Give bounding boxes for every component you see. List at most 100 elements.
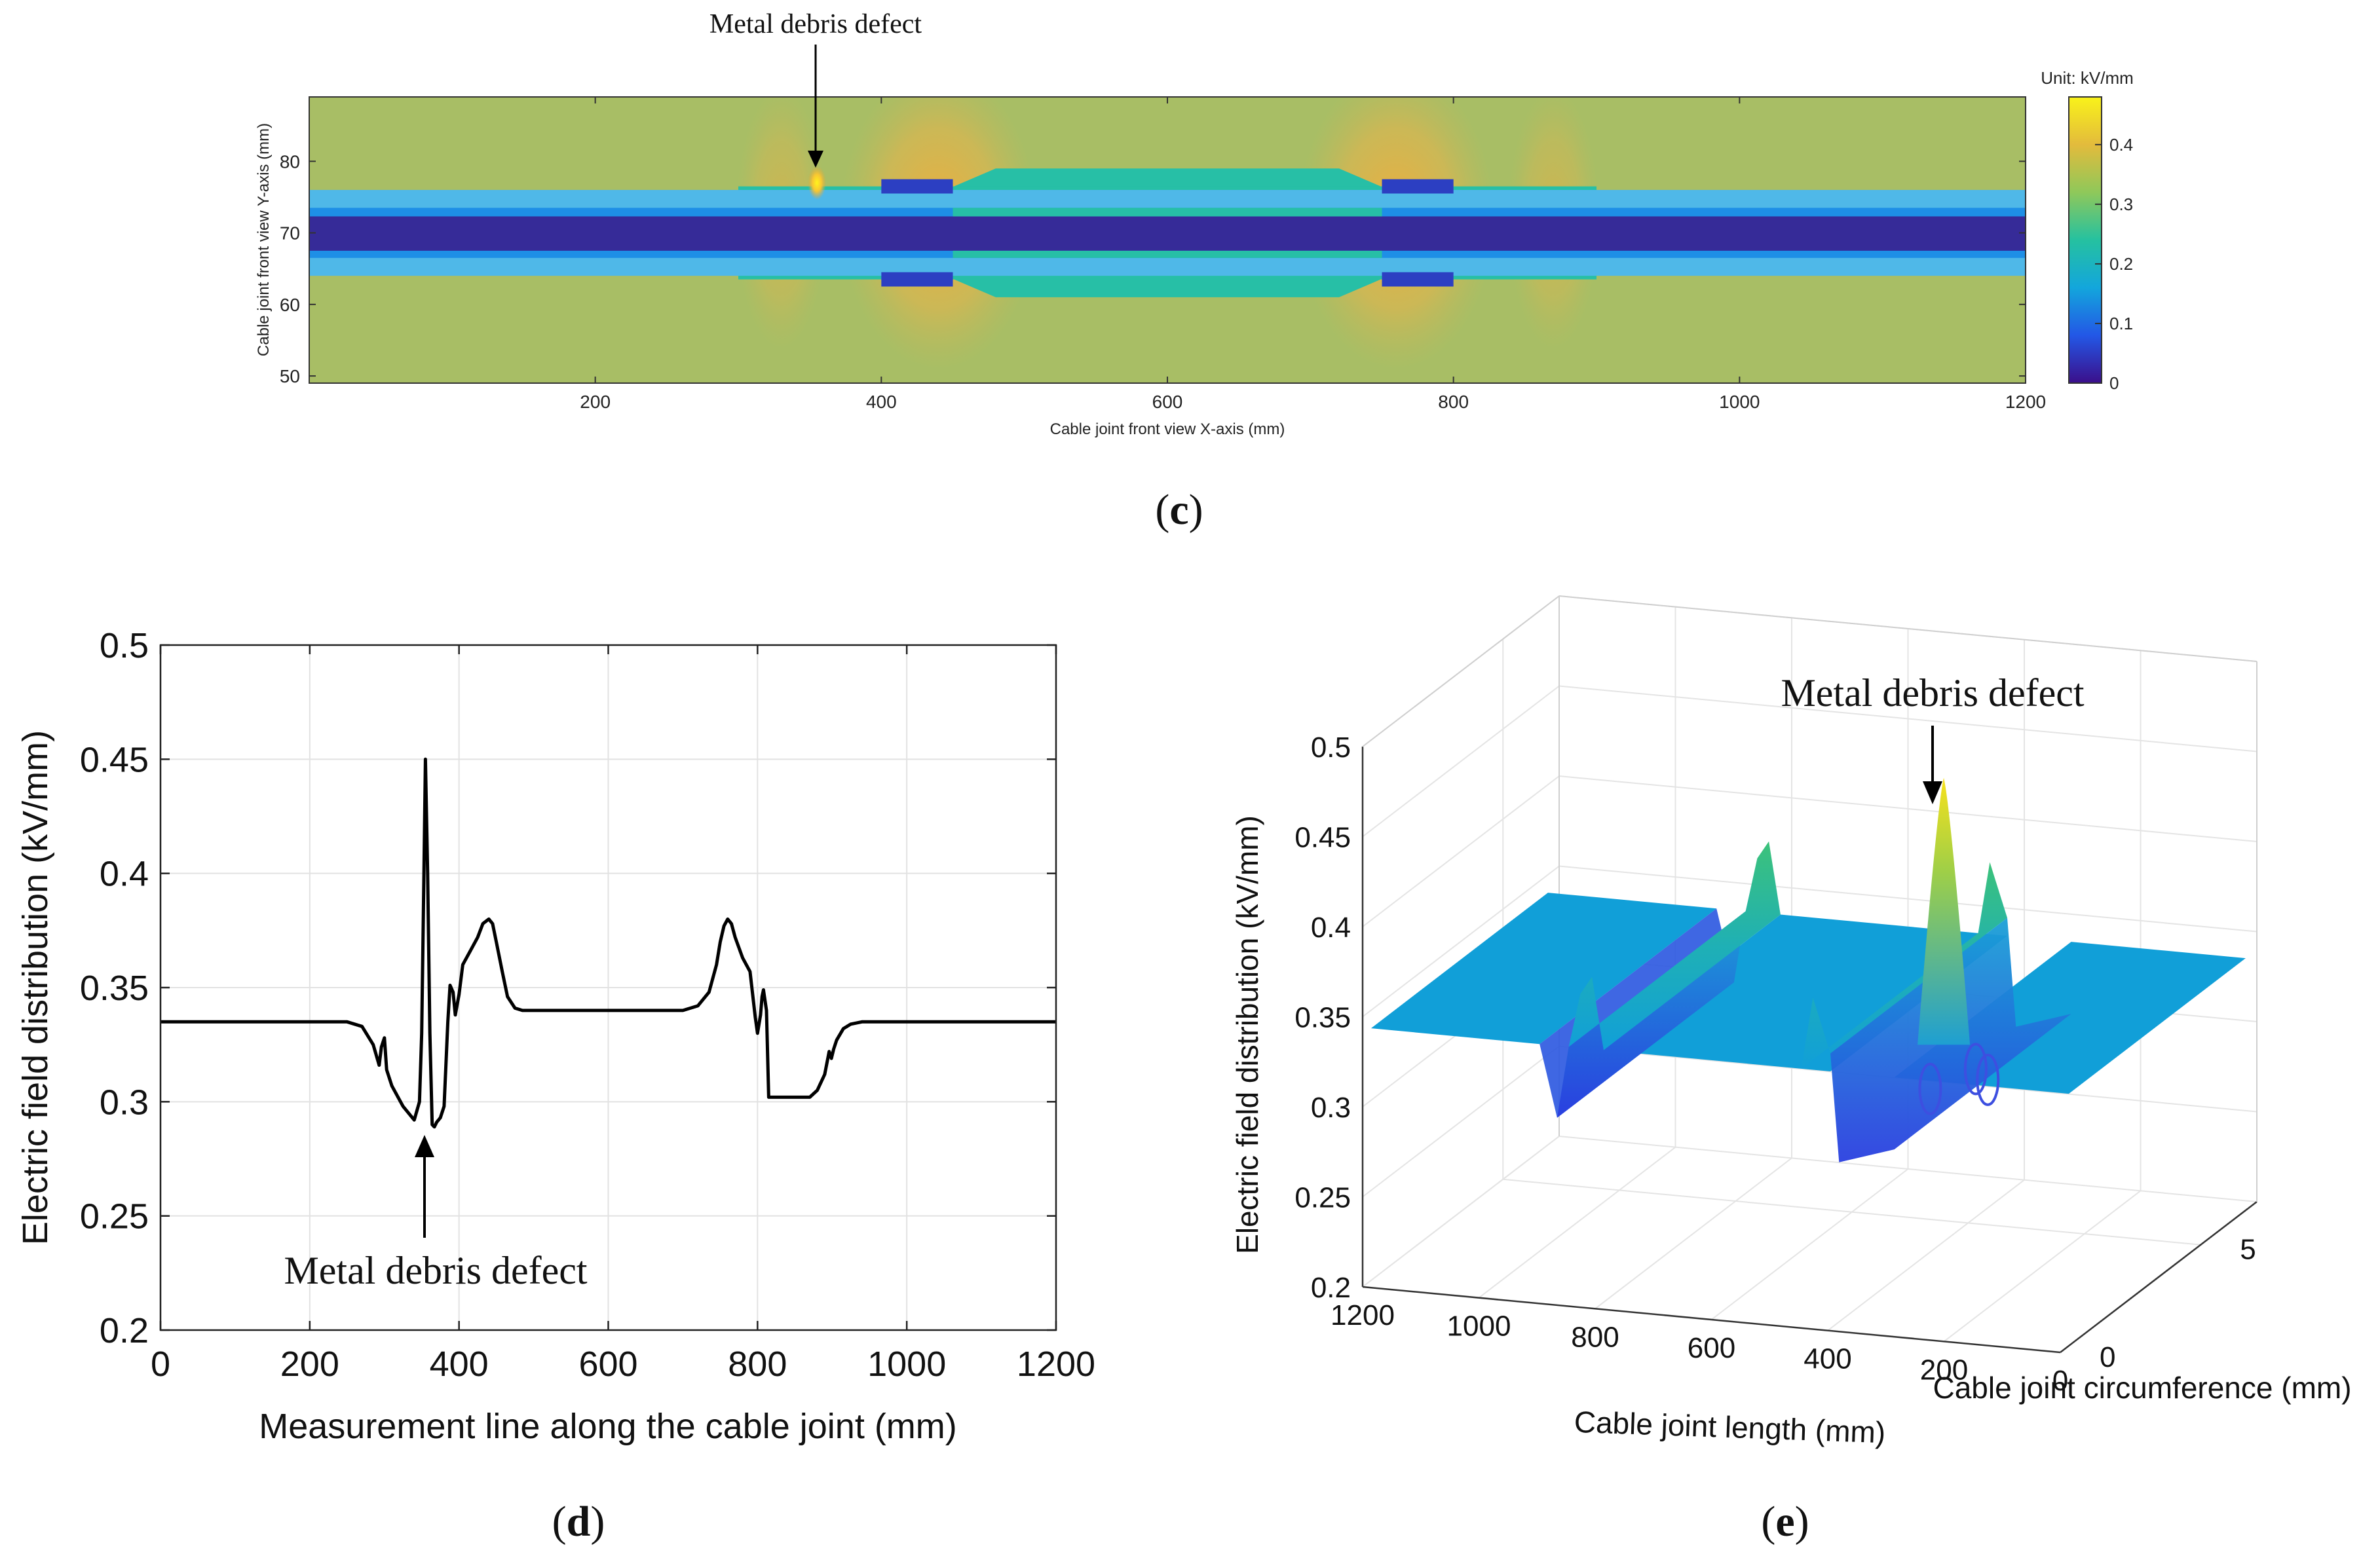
heatmap-x-axis-label: Cable joint front view X-axis (mm) [1050,420,1285,438]
heatmap-y-axis-label: Cable joint front view Y-axis (mm) [255,123,273,356]
heatmap-y-tick-label: 50 [280,366,300,386]
heatmap-x-tick-label: 800 [1438,392,1469,412]
heatmap-x-tick-label: 200 [580,392,611,412]
colorbar-tick-label: 0.3 [2109,195,2133,214]
surface-grid-z-side [1362,1045,1560,1198]
heatmap-defect-arrowhead [808,151,823,168]
surface-x-tick-label: 600 [1688,1332,1735,1364]
surface-box-edge [1362,595,1560,747]
heatmap-electrode [881,179,953,194]
surface-defect-arrowhead [1923,781,1942,804]
heatmap-electrode [881,272,953,287]
line-y-tick-label: 0.25 [80,1197,149,1236]
surface-x-tick-label: 800 [1571,1321,1619,1353]
surface-grid-x-floor [1827,1179,2025,1331]
surface-z-tick-label: 0.3 [1311,1092,1351,1124]
heatmap-electrode [1382,272,1454,287]
heatmap-y-tick-label: 80 [280,151,300,172]
panel-c-heatmap: 200 400 600 800 1000 1200 50 60 70 80 Cable joint… [255,9,2134,534]
surface-grid-x-floor [1362,1136,1560,1288]
heatmap-conductor [309,216,2026,251]
surface-ticks: 0 200 400 600 800 1000 1200 0 5 0.2 0.25 0.3 0.35 0.4… [1294,732,2256,1397]
panel-d-label: (d) [552,1498,605,1546]
colorbar-tick-label: 0 [2109,373,2119,393]
colorbar-tick-label: 0.1 [2109,314,2133,333]
surface-z-axis-label: Electric field distribution (kV/mm) [1230,815,1264,1254]
line-x-tick-label: 0 [151,1345,170,1384]
surface-grid-y-floor [1503,1178,2201,1246]
heatmap-x-tick-label: 1200 [2005,392,2046,412]
panel-e-label: (e) [1761,1498,1809,1546]
line-y-tick-label: 0.45 [80,740,149,779]
surface-z-tick-label: 0.35 [1294,1002,1351,1034]
heatmap-inner-sleeve [953,250,1382,258]
surface-mesh [1370,777,2246,1162]
line-defect-arrowhead [415,1135,434,1157]
surface-z-tick-label: 0.2 [1311,1272,1351,1304]
line-x-tick-label: 1000 [867,1345,946,1384]
surface-ripple [1963,1043,1988,1096]
panel-d-line-chart: 0 200 400 600 800 1000 1200 0.2 0.25 0.3 0.35 0.4 0.… [16,626,1095,1546]
surface-x-tick-label: 400 [1804,1343,1851,1375]
heatmap-x-tick-label: 400 [866,392,897,412]
surface-ripple [1976,1053,2000,1106]
surface-x-tick-label: 1200 [1331,1299,1395,1331]
panel-d-letter: d [567,1498,591,1546]
surface-ridge [1801,862,2007,1069]
colorbar: Unit: kV/mm 0 0.1 0.2 0.3 0.4 [2041,68,2134,393]
line-defect-annotation: Metal debris defect [284,1249,587,1292]
surface-y-axis-label: Cable joint circumference (mm) [1933,1371,2351,1405]
line-series [161,757,1056,1129]
surface-grid-z-side [1362,865,1560,1018]
panel-e-letter: e [1775,1498,1794,1546]
surface-box-edge [1558,595,2257,662]
colorbar-tick-label: 0.4 [2109,135,2133,155]
line-x-tick-label: 800 [728,1345,787,1384]
surface-grid-x-floor [1478,1146,1676,1299]
line-x-tick-label: 400 [430,1345,489,1384]
line-y-tick-label: 0.4 [100,855,149,894]
surface-grid-x-floor [1595,1157,1792,1310]
heatmap-area [309,97,2026,383]
surface-axis-x [1362,1286,2061,1354]
line-y-tick-label: 0.3 [100,1083,149,1122]
surface-grid-x-floor [1710,1168,1909,1320]
heatmap-inner-sleeve [953,208,1382,217]
surface-grid-z-side [1362,775,1560,927]
line-x-tick-label: 600 [578,1345,637,1384]
panel-c-letter: c [1169,486,1188,534]
heatmap-x-tick-label: 1000 [1719,392,1760,412]
heatmap-defect-spot [808,166,827,200]
line-x-tick-label: 1200 [1017,1345,1095,1384]
surface-z-tick-label: 0.5 [1311,732,1351,764]
line-x-axis-label: Measurement line along the cable joint (… [259,1407,957,1446]
surface-z-tick-label: 0.45 [1294,822,1351,854]
heatmap-x-tick-label: 600 [1152,392,1183,412]
surface-y-tick-label: 5 [2240,1234,2256,1266]
surface-ridge [1568,841,1781,1050]
line-y-tick-label: 0.5 [100,626,149,665]
surface-grid-x-floor [1943,1190,2142,1343]
colorbar-title: Unit: kV/mm [2041,68,2134,88]
surface-ripple [1918,1062,1942,1115]
surface-grid-z-side [1362,685,1560,838]
line-y-axis-label: Electric field distribution (kV/mm) [16,730,55,1245]
line-y-tick-label: 0.2 [100,1311,149,1350]
line-x-tick-label: 200 [280,1345,339,1384]
panel-e-surface: 0 200 400 600 800 1000 1200 0 5 0.2 0.25 0.3 0.35 0.4… [1230,595,2352,1546]
heatmap-ticks: 200 400 600 800 1000 1200 50 60 70 80 [280,97,2046,412]
line-ticks: 0 200 400 600 800 1000 1200 0.2 0.25 0.3 0.35 0.4 0.… [80,626,1095,1384]
heatmap-electrode [1382,179,1454,194]
heatmap-y-tick-label: 60 [280,295,300,315]
line-y-tick-label: 0.35 [80,969,149,1008]
surface-z-tick-label: 0.4 [1311,912,1351,944]
surface-y-tick-label: 0 [2100,1341,2115,1373]
surface-plateau [1603,914,2007,1071]
heatmap-defect-annotation: Metal debris defect [709,9,922,39]
surface-box [1361,595,2257,1354]
colorbar-bar [2068,96,2102,384]
surface-defect-annotation: Metal debris defect [1781,671,2084,714]
surface-defect-peak [1917,777,1971,1045]
heatmap-y-tick-label: 70 [280,223,300,244]
